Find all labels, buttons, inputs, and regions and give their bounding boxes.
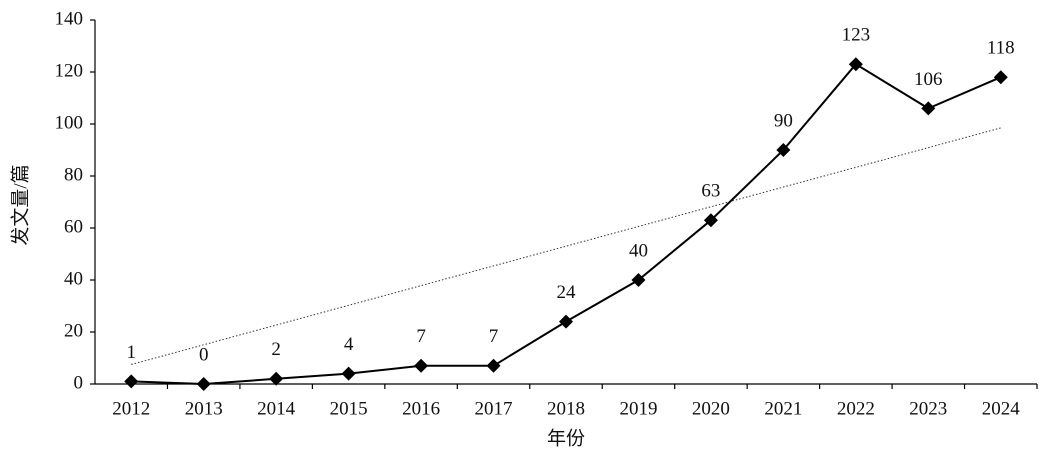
marker — [703, 213, 718, 228]
x-tick-label: 2014 — [257, 398, 296, 419]
x-tick-label: 2017 — [475, 398, 513, 419]
x-tick-label: 2016 — [402, 398, 440, 419]
x-tick-label: 2024 — [982, 398, 1021, 419]
data-label: 2 — [271, 339, 281, 360]
marker — [993, 70, 1008, 85]
marker — [776, 143, 791, 157]
y-tick-label: 140 — [55, 8, 84, 29]
y-tick-label: 20 — [64, 320, 83, 341]
marker — [124, 374, 139, 389]
marker — [921, 101, 936, 116]
y-tick-label: 0 — [74, 372, 84, 393]
x-tick-label: 2023 — [909, 398, 947, 419]
data-label: 118 — [987, 38, 1015, 59]
data-label: 106 — [914, 69, 943, 90]
marker — [196, 377, 211, 391]
data-line — [131, 62, 1002, 386]
x-tick-label: 2018 — [547, 398, 585, 419]
data-label: 90 — [774, 110, 793, 131]
y-tick-label: 120 — [55, 60, 84, 81]
marker — [848, 57, 863, 72]
x-tick-label: 2015 — [330, 398, 368, 419]
marker — [414, 358, 429, 373]
trend-line — [131, 127, 1001, 365]
y-axis-label: 发文量/篇 — [9, 164, 31, 245]
data-label: 24 — [557, 282, 577, 303]
data-label: 40 — [629, 240, 648, 261]
x-tick-label: 2021 — [764, 398, 802, 419]
y-tick-label: 80 — [64, 164, 83, 185]
y-tick-label: 40 — [64, 268, 83, 289]
marker — [631, 273, 646, 287]
y-tick-label: 60 — [64, 216, 83, 237]
data-label: 63 — [701, 181, 720, 202]
data-label: 1 — [126, 342, 136, 363]
data-label: 7 — [489, 326, 499, 347]
marker — [559, 314, 573, 329]
data-label: 4 — [344, 334, 354, 355]
marker — [486, 358, 501, 373]
x-tick-label: 2020 — [692, 398, 730, 419]
x-axis-label: 年份 — [547, 427, 585, 449]
x-tick-label: 2019 — [619, 398, 657, 419]
marker — [269, 371, 284, 386]
marker — [341, 366, 356, 381]
data-label: 0 — [199, 344, 209, 365]
x-tick-label: 2012 — [112, 398, 150, 419]
data-label: 123 — [842, 25, 871, 46]
x-tick-label: 2013 — [185, 398, 223, 419]
y-tick-label: 100 — [55, 112, 84, 133]
x-tick-label: 2022 — [837, 398, 875, 419]
data-label: 7 — [416, 326, 426, 347]
